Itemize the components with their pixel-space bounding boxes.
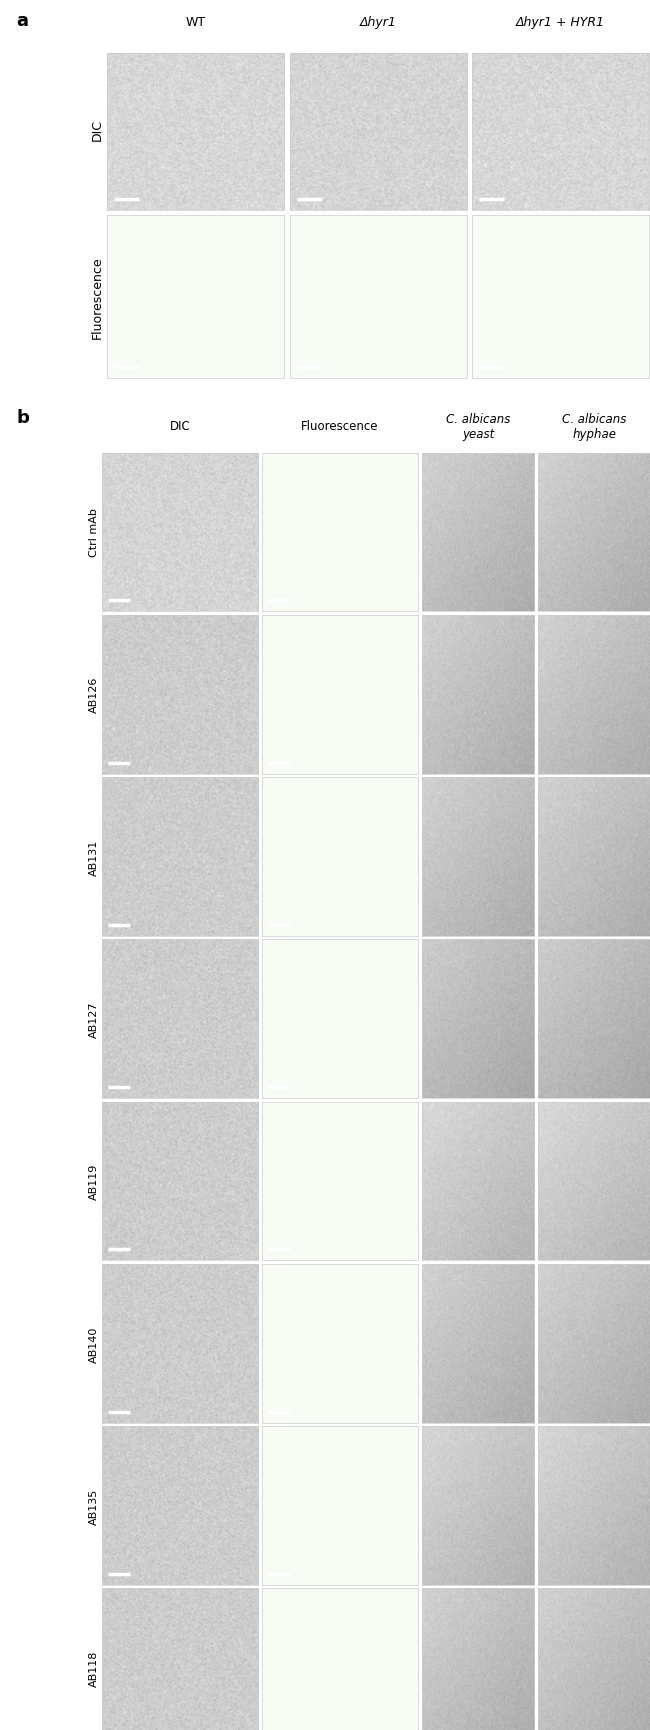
Text: DIC: DIC — [91, 119, 104, 140]
Text: AB135: AB135 — [89, 1488, 99, 1524]
Text: AB126: AB126 — [89, 676, 99, 713]
Text: Δhyr1 + HYR1: Δhyr1 + HYR1 — [516, 16, 605, 29]
Text: AB119: AB119 — [89, 1163, 99, 1199]
Text: Fluorescence: Fluorescence — [301, 420, 379, 432]
Text: Ctrl mAb: Ctrl mAb — [89, 509, 99, 557]
Text: Fluorescence: Fluorescence — [91, 256, 104, 339]
Text: b: b — [16, 408, 29, 426]
Text: AB127: AB127 — [89, 1002, 99, 1038]
Text: AB131: AB131 — [89, 839, 99, 875]
Text: Δhyr1: Δhyr1 — [360, 16, 396, 29]
Text: a: a — [16, 12, 28, 29]
Text: DIC: DIC — [170, 420, 190, 432]
Text: WT: WT — [186, 16, 206, 29]
Text: AB118: AB118 — [89, 1650, 99, 1687]
Text: AB140: AB140 — [89, 1325, 99, 1362]
Text: C. albicans
hyphae: C. albicans hyphae — [562, 412, 627, 441]
Text: C. albicans
yeast: C. albicans yeast — [446, 412, 510, 441]
